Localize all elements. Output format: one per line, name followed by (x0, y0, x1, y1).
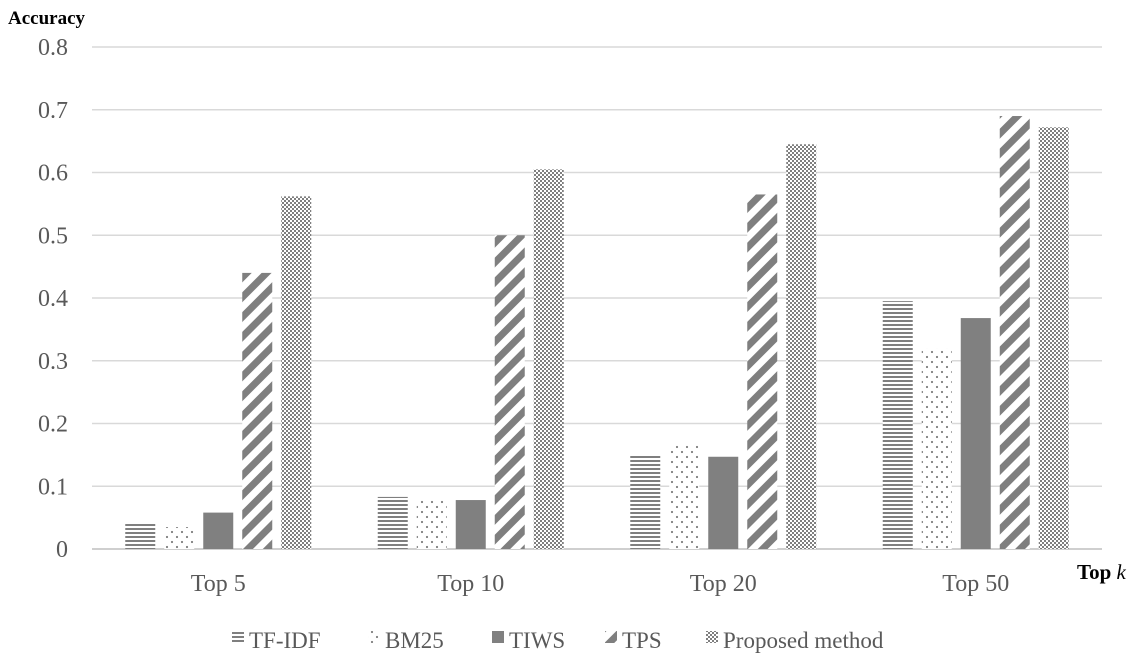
legend-label-tps: TPS (622, 628, 662, 653)
y-tick-label: 0.3 (38, 349, 68, 375)
y-tick-label: 0.7 (38, 98, 68, 124)
bar-tf-idf-top-5 (125, 522, 156, 549)
bar-bm25-top-10 (416, 498, 447, 549)
y-tick-label: 0.4 (38, 286, 68, 312)
bar-tiws-top-10 (455, 500, 486, 549)
legend-swatch-tiws (492, 631, 504, 643)
bar-tf-idf-top-20 (630, 454, 661, 549)
x-tick-label: Top 10 (437, 571, 504, 597)
x-axis-label-prefix: Top (1077, 560, 1111, 584)
y-tick-label: 0 (56, 537, 68, 563)
y-tick-label: 0.1 (38, 474, 68, 500)
x-axis-ticks: Top 5 Top 10 Top 20 Top 50 (191, 571, 1009, 597)
bar-tf-idf-top-50 (882, 301, 913, 549)
x-tick-label: Top 20 (690, 571, 757, 597)
legend-swatch-bm25 (368, 631, 380, 643)
x-tick-label: Top 5 (191, 571, 246, 597)
y-tick-label: 0.6 (38, 161, 68, 187)
legend-label-bm25: BM25 (385, 628, 444, 653)
bar-tps-top-50 (999, 116, 1030, 550)
y-axis-ticks: 0 0.1 0.2 0.3 0.4 0.5 0.6 0.7 0.8 (38, 35, 68, 563)
bar-tiws-top-50 (960, 318, 991, 549)
legend-swatch-tps (605, 631, 617, 643)
bar-tps-top-20 (747, 194, 778, 549)
bar-proposed-method-top-50 (1038, 127, 1069, 549)
bar-tps-top-5 (242, 272, 273, 549)
legend: TF-IDF BM25 TIWS TPS Proposed method (232, 628, 884, 653)
bar-bm25-top-20 (669, 443, 700, 549)
legend-label-tiws: TIWS (509, 628, 565, 653)
x-axis-label-var: k (1117, 560, 1127, 584)
x-axis-label: Top k (1077, 560, 1127, 584)
bar-tps-top-10 (494, 235, 525, 549)
bar-proposed-method-top-10 (533, 169, 564, 550)
legend-label-tf-idf: TF-IDF (249, 628, 321, 653)
bar-proposed-method-top-20 (786, 144, 817, 549)
bar-tf-idf-top-10 (377, 496, 408, 549)
x-tick-label: Top 50 (942, 571, 1009, 597)
legend-swatch-tf-idf (232, 631, 244, 643)
bar-tiws-top-5 (203, 512, 234, 549)
y-tick-label: 0.2 (38, 412, 68, 438)
legend-swatch-proposed-method (706, 631, 718, 643)
bars (125, 116, 1069, 550)
bar-bm25-top-5 (164, 527, 195, 549)
bar-bm25-top-50 (921, 348, 952, 549)
legend-label-proposed-method: Proposed method (723, 628, 884, 653)
bar-tiws-top-20 (708, 456, 739, 549)
y-tick-label: 0.8 (38, 35, 68, 61)
y-tick-label: 0.5 (38, 223, 68, 249)
y-axis-label: Accuracy (8, 8, 86, 29)
bar-proposed-method-top-5 (281, 196, 312, 549)
